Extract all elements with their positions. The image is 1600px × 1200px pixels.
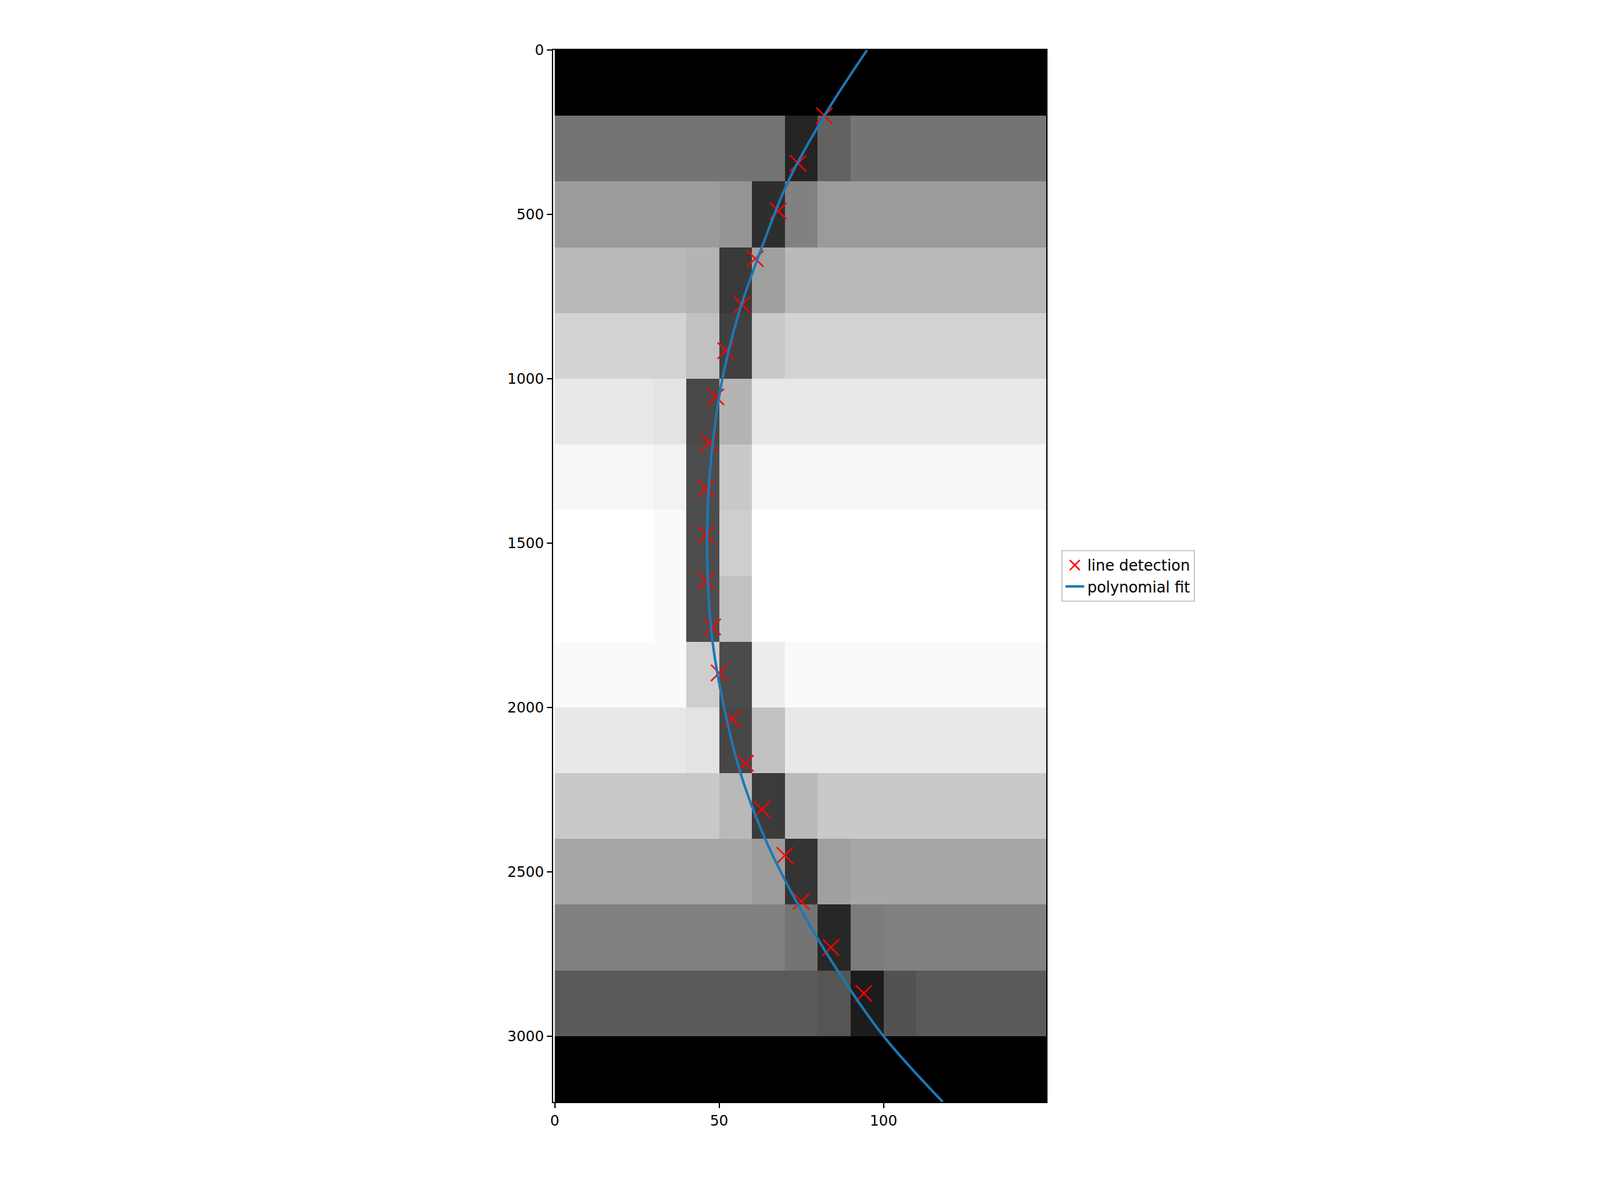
svg-text:line detection: line detection [1087, 556, 1190, 575]
svg-text:500: 500 [516, 206, 544, 223]
svg-text:100: 100 [870, 1112, 898, 1129]
svg-text:polynomial fit: polynomial fit [1087, 578, 1190, 597]
svg-text:50: 50 [710, 1112, 729, 1129]
svg-text:2500: 2500 [507, 863, 545, 880]
svg-text:2000: 2000 [507, 699, 545, 716]
svg-text:0: 0 [550, 1112, 560, 1129]
svg-text:1000: 1000 [507, 370, 545, 387]
svg-text:1500: 1500 [507, 535, 545, 552]
svg-text:0: 0 [535, 41, 545, 59]
svg-text:3000: 3000 [507, 1028, 545, 1045]
